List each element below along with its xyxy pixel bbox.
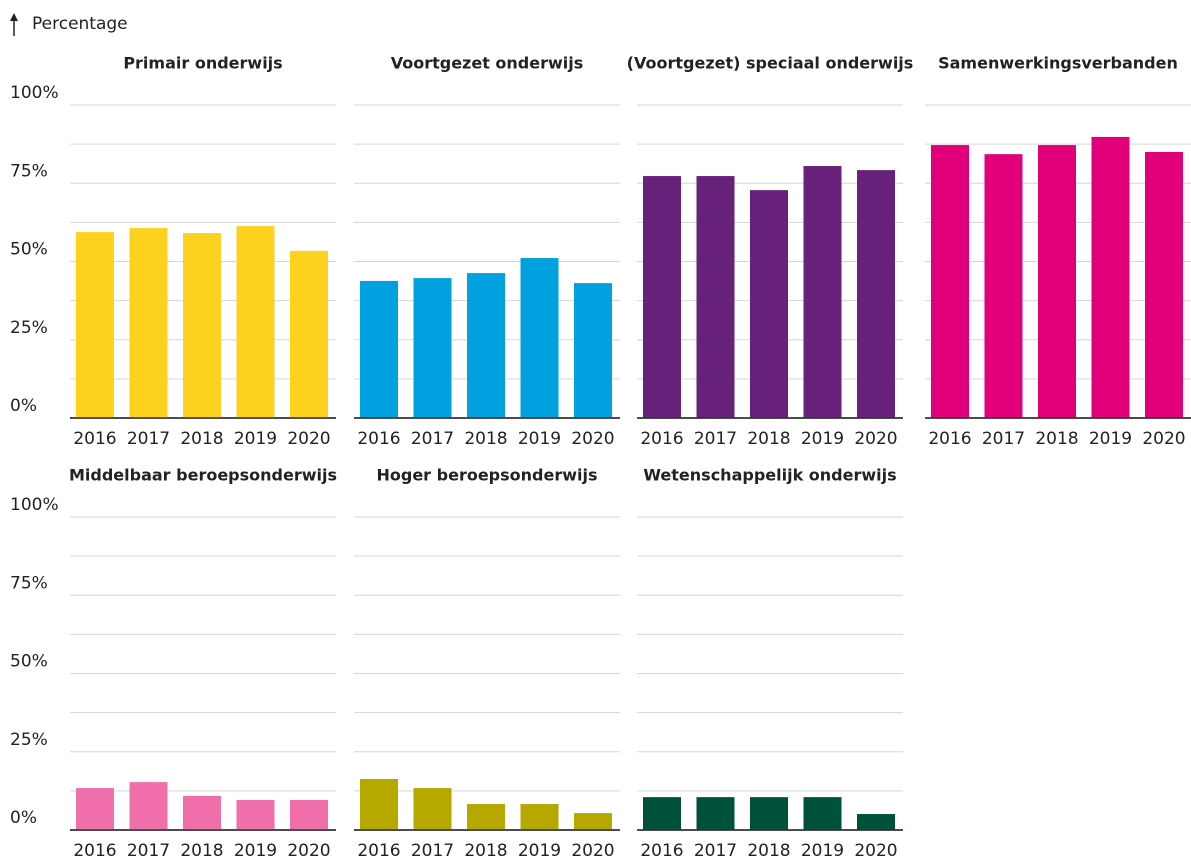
panel-title: Samenwerkingsverbanden [938, 54, 1178, 73]
bar [129, 782, 168, 830]
x-tick-label: 2020 [287, 841, 330, 859]
panel-title: Middelbaar beroepsonderwijs [69, 466, 337, 485]
bar [857, 814, 895, 830]
x-tick-label: 2017 [127, 841, 170, 859]
x-tick-label: 2016 [357, 429, 400, 449]
x-tick-label: 2018 [464, 841, 507, 859]
x-tick-label: 2016 [640, 841, 683, 859]
bar [643, 797, 681, 830]
bar [984, 154, 1023, 419]
bar [1091, 136, 1130, 418]
bar [413, 278, 452, 418]
bar [574, 283, 612, 418]
y-tick-label: 25% [10, 318, 48, 338]
y-tick-label: 75% [10, 161, 48, 181]
bar [76, 788, 114, 830]
x-tick-label: 2020 [571, 841, 614, 859]
y-tick-label: 75% [10, 573, 48, 593]
bar [236, 226, 275, 418]
x-tick-label: 2017 [411, 429, 454, 449]
x-tick-label: 2019 [801, 429, 844, 449]
x-tick-label: 2019 [518, 429, 561, 449]
bar [750, 190, 788, 418]
x-tick-label: 2017 [127, 429, 170, 449]
y-tick-label: 100% [10, 495, 59, 515]
bar [696, 797, 735, 830]
y-tick-label: 50% [10, 652, 48, 672]
bar [76, 232, 114, 418]
x-tick-label: 2018 [180, 429, 223, 449]
axis-arrow-head [10, 13, 18, 21]
x-tick-label: 2016 [73, 429, 116, 449]
x-tick-label: 2018 [747, 841, 790, 859]
bar [803, 166, 842, 418]
x-tick-label: 2018 [464, 429, 507, 449]
bar [643, 176, 681, 418]
x-tick-label: 2018 [180, 841, 223, 859]
bar [183, 795, 221, 830]
x-tick-label: 2018 [747, 429, 790, 449]
x-tick-label: 2019 [234, 429, 277, 449]
bar [360, 280, 398, 418]
x-tick-label: 2020 [287, 429, 330, 449]
x-tick-label: 2020 [854, 841, 897, 859]
bar [574, 813, 612, 830]
y-tick-label: 100% [10, 83, 59, 103]
bar [467, 804, 505, 830]
x-tick-label: 2019 [1089, 429, 1132, 449]
y-tick-label: 0% [10, 808, 37, 828]
bar [931, 145, 969, 418]
x-tick-label: 2020 [854, 429, 897, 449]
bar [520, 258, 559, 418]
bar [129, 228, 168, 418]
x-tick-label: 2019 [234, 841, 277, 859]
panel-title: Primair onderwijs [123, 54, 282, 73]
bar [520, 804, 559, 830]
x-tick-label: 2016 [73, 841, 116, 859]
bar [290, 250, 328, 418]
y-tick-label: 0% [10, 396, 37, 416]
y-axis-label: Percentage [32, 14, 128, 34]
x-tick-label: 2017 [411, 841, 454, 859]
x-tick-label: 2016 [640, 429, 683, 449]
panel-title: (Voortgezet) speciaal onderwijs [627, 54, 914, 73]
bar [467, 273, 505, 418]
x-tick-label: 2016 [357, 841, 400, 859]
bar [1145, 151, 1183, 418]
panel-title: Wetenschappelijk onderwijs [643, 466, 896, 485]
bar [183, 233, 221, 418]
x-tick-label: 2017 [982, 429, 1025, 449]
x-tick-label: 2020 [571, 429, 614, 449]
y-tick-label: 25% [10, 730, 48, 750]
x-tick-label: 2017 [694, 429, 737, 449]
x-tick-label: 2019 [801, 841, 844, 859]
x-tick-label: 2018 [1035, 429, 1078, 449]
bar [290, 799, 328, 830]
x-tick-label: 2016 [928, 429, 971, 449]
y-tick-label: 50% [10, 240, 48, 260]
bar [803, 797, 842, 830]
bar [413, 788, 452, 830]
bar [360, 778, 398, 830]
bar [750, 797, 788, 830]
bar [857, 170, 895, 418]
x-tick-label: 2020 [1142, 429, 1185, 449]
bar [696, 176, 735, 418]
bar [1038, 145, 1076, 418]
bar [236, 799, 275, 830]
x-tick-label: 2017 [694, 841, 737, 859]
panel-title: Hoger beroepsonderwijs [376, 466, 597, 485]
x-tick-label: 2019 [518, 841, 561, 859]
panel-title: Voortgezet onderwijs [391, 54, 584, 73]
